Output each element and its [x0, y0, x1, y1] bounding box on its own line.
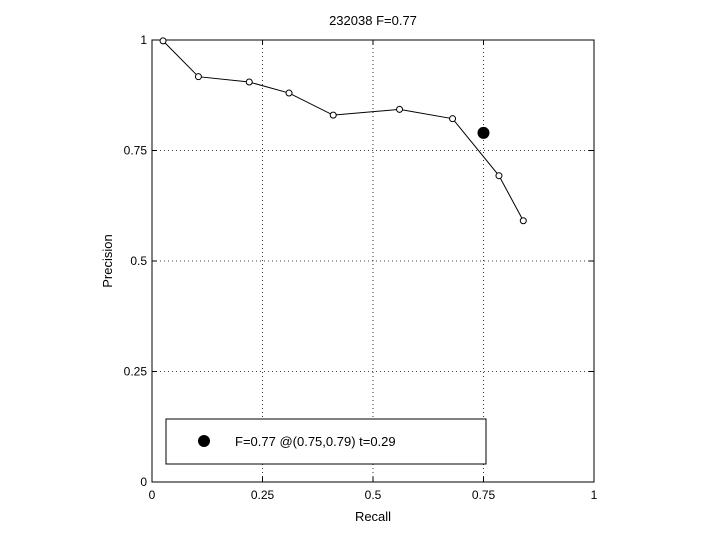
y-axis-label: Precision: [100, 234, 115, 287]
legend: F=0.77 @(0.75,0.79) t=0.29: [165, 418, 487, 465]
x-axis-label: Recall: [355, 509, 391, 524]
data-point: [329, 111, 337, 119]
x-tick-label: 0.5: [365, 488, 382, 502]
tick-labels: 0 0.25 0.5 0.75 1 0 0.25 0.5 0.75 1: [124, 33, 598, 502]
y-tick-label: 0.75: [124, 144, 148, 158]
legend-label: F=0.77 @(0.75,0.79) t=0.29: [235, 434, 396, 449]
data-point: [449, 115, 457, 123]
data-point: [245, 78, 253, 86]
grid-lines: [152, 40, 594, 482]
y-tick-label: 0: [140, 475, 147, 489]
series-curve: [159, 37, 527, 225]
y-tick-label: 0.25: [124, 365, 148, 379]
axis-ticks: [151, 39, 595, 483]
best-f-point: [477, 126, 490, 139]
x-tick-label: 0.75: [472, 488, 496, 502]
chart-title: 232038 F=0.77: [329, 13, 417, 28]
data-point: [194, 73, 202, 81]
series-line: [162, 40, 524, 222]
data-point: [159, 37, 167, 45]
x-tick-label: 0: [149, 488, 156, 502]
data-point: [519, 217, 527, 225]
data-point: [396, 105, 404, 113]
legend-marker: [198, 435, 210, 447]
legend-box: [165, 418, 487, 465]
data-point: [495, 172, 503, 180]
data-point: [285, 89, 293, 97]
x-tick-label: 0.25: [251, 488, 275, 502]
x-tick-label: 1: [591, 488, 598, 502]
y-tick-label: 1: [140, 33, 147, 47]
y-tick-label: 0.5: [130, 254, 147, 268]
